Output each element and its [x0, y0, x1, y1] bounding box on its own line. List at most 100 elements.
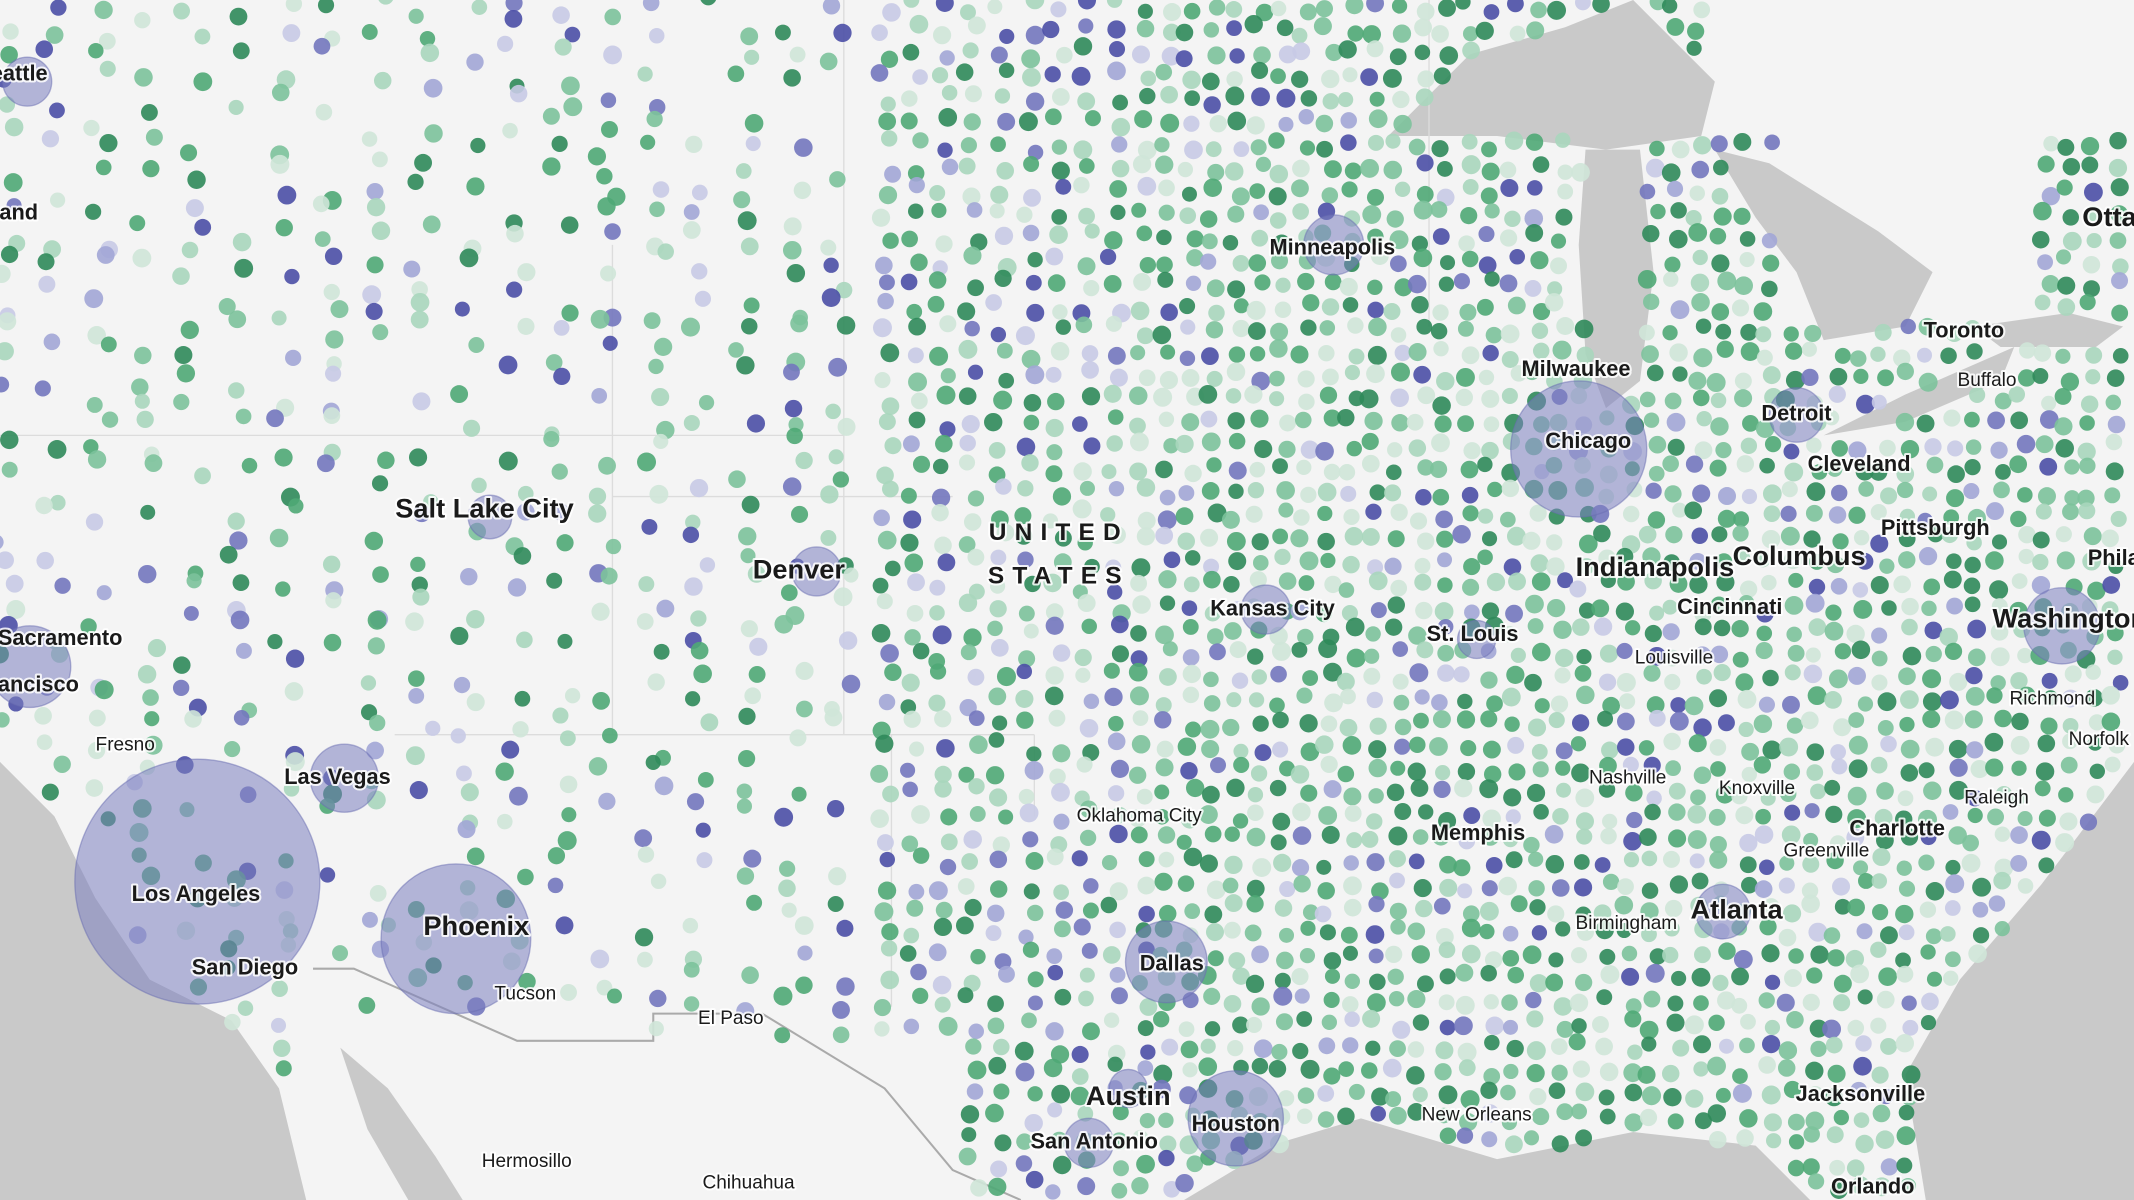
- county-dot: [1485, 326, 1503, 344]
- county-dot: [1321, 368, 1339, 386]
- county-dot: [819, 52, 838, 71]
- county-dot: [1045, 616, 1064, 635]
- county-dot: [1662, 325, 1678, 341]
- county-dot: [1900, 318, 1916, 335]
- county-dot: [992, 836, 1010, 854]
- county-dot: [1710, 596, 1728, 613]
- county-dot: [1733, 949, 1753, 969]
- county-dot: [1851, 1176, 1870, 1195]
- county-dot: [2037, 155, 2055, 173]
- county-dot: [604, 8, 622, 26]
- county-dot: [41, 130, 60, 148]
- county-dot: [1022, 831, 1039, 848]
- county-dot: [1901, 995, 1917, 1011]
- county-dot: [1390, 760, 1406, 776]
- county-dot: [1990, 647, 2010, 667]
- county-dot: [471, 0, 488, 15]
- county-dot: [2033, 201, 2052, 221]
- county-dot: [932, 625, 952, 645]
- county-dot: [1966, 343, 1983, 360]
- county-dot: [228, 310, 247, 329]
- county-dot: [2055, 526, 2072, 543]
- city-bubble: [309, 743, 380, 813]
- county-dot: [1251, 1057, 1269, 1075]
- county-dot: [1764, 435, 1782, 453]
- county-dot: [1876, 831, 1894, 850]
- county-dot: [560, 216, 579, 234]
- county-dot: [285, 0, 303, 13]
- county-dot: [1949, 758, 1968, 777]
- county-dot: [412, 504, 431, 523]
- county-dot: [1694, 1112, 1712, 1130]
- county-dot: [1436, 530, 1454, 548]
- county-dot: [1023, 156, 1040, 172]
- county-dot: [2061, 689, 2080, 708]
- county-dot: [1530, 554, 1549, 573]
- county-dot: [1440, 255, 1456, 271]
- county-dot: [1343, 855, 1359, 871]
- county-dot: [1464, 604, 1480, 621]
- county-dot: [882, 785, 900, 803]
- county-dot: [1900, 764, 1919, 782]
- county-dot: [1732, 1068, 1748, 1084]
- county-dot: [1388, 991, 1405, 1007]
- county-dot: [1662, 599, 1678, 615]
- county-dot: [960, 644, 977, 661]
- county-dot: [958, 593, 978, 613]
- county-dot: [1053, 813, 1070, 830]
- county-dot: [1370, 602, 1387, 619]
- county-dot: [1182, 619, 1199, 635]
- county-dot: [1435, 1041, 1454, 1060]
- county-dot: [1414, 44, 1431, 61]
- county-dot: [1436, 161, 1453, 177]
- county-dot: [285, 349, 302, 366]
- county-dot: [1273, 234, 1291, 252]
- county-dot: [550, 502, 569, 521]
- county-dot: [795, 661, 814, 681]
- county-dot: [1138, 851, 1155, 868]
- county-dot: [990, 638, 1009, 657]
- county-dot: [2033, 344, 2052, 362]
- county-dot: [1689, 575, 1708, 594]
- county-dot: [1348, 348, 1365, 365]
- county-dot: [1200, 410, 1218, 428]
- county-dot: [996, 667, 1017, 687]
- county-dot: [958, 339, 978, 359]
- county-dot: [967, 548, 985, 566]
- county-dot: [1079, 480, 1095, 496]
- county-dot: [1871, 674, 1888, 691]
- county-dot: [1181, 369, 1200, 387]
- county-dot: [1686, 40, 1702, 56]
- county-dot: [228, 99, 244, 115]
- county-dot: [1077, 92, 1096, 111]
- county-dot: [1416, 318, 1433, 335]
- county-dot: [1964, 459, 1981, 476]
- county-dot: [987, 995, 1004, 1013]
- county-dot: [2018, 525, 2036, 544]
- county-dot: [2035, 503, 2052, 520]
- county-dot: [1990, 675, 2006, 691]
- county-dot: [1785, 370, 1805, 390]
- county-dot: [1870, 1017, 1887, 1034]
- county-dot: [1366, 364, 1385, 384]
- county-dot: [1184, 903, 1201, 920]
- county-dot: [317, 0, 335, 14]
- county-dot: [1107, 61, 1126, 81]
- county-dot: [1296, 1011, 1313, 1027]
- county-dot: [1900, 440, 1920, 459]
- county-dot: [1665, 526, 1683, 544]
- county-dot: [2032, 531, 2050, 549]
- county-dot: [1741, 488, 1758, 505]
- county-dot: [1880, 1037, 1897, 1055]
- county-dot: [1602, 696, 1620, 715]
- county-dot: [1664, 256, 1681, 273]
- county-dot: [1291, 27, 1308, 44]
- county-dot: [1082, 902, 1099, 919]
- county-dot: [1438, 1085, 1458, 1105]
- county-dot: [1711, 254, 1730, 273]
- county-dot: [1453, 666, 1470, 683]
- county-dot: [931, 202, 947, 219]
- county-dot: [1710, 645, 1729, 664]
- county-dot: [1925, 737, 1945, 757]
- county-dot: [746, 894, 763, 911]
